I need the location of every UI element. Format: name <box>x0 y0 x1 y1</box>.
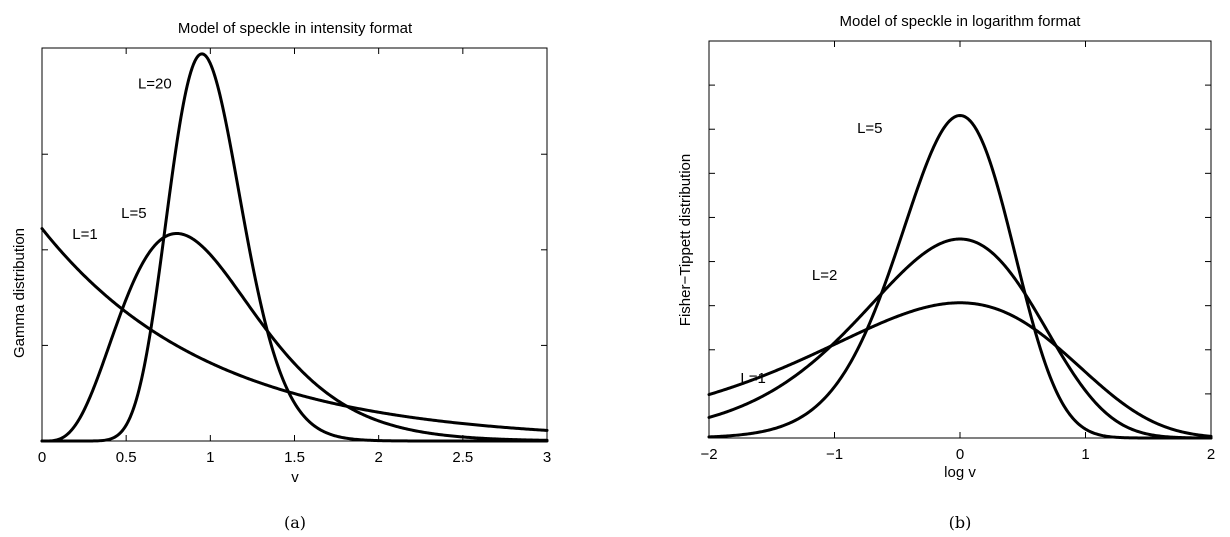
chart-a-annotation: L=5 <box>121 205 146 222</box>
chart-b-annotation: L=1 <box>740 370 765 387</box>
chart-a-ticks: 0 0.5 1 1.5 2 2.5 3 <box>38 48 551 466</box>
chart-a-x-tick-label: 0 <box>38 449 46 466</box>
chart-b-x-tick-label: 2 <box>1207 446 1215 463</box>
chart-a-annotation: L=1 <box>72 226 97 243</box>
chart-b-curves <box>707 114 1213 440</box>
chart-a-intensity: Model of speckle in intensity format Gam… <box>11 20 551 532</box>
chart-a-x-tick-label: 2.5 <box>452 449 473 466</box>
chart-a-series-L20 <box>40 52 549 443</box>
chart-a-x-tick-label: 1 <box>206 449 214 466</box>
chart-a-series-L5 <box>40 231 549 443</box>
chart-b-x-axis-label: log v <box>944 464 976 481</box>
chart-a-x-tick-label: 0.5 <box>116 449 137 466</box>
chart-b-title: Model of speckle in logarithm format <box>840 13 1082 30</box>
chart-b-y-axis-label: Fisher−Tippett distribution <box>677 154 694 326</box>
chart-b-ticks: −2 −1 0 1 2 <box>700 41 1215 463</box>
chart-b-frame <box>708 40 1212 439</box>
chart-a-title: Model of speckle in intensity format <box>178 20 413 37</box>
chart-b-annotation: L=2 <box>812 267 837 284</box>
chart-a-curves <box>40 52 549 443</box>
chart-b-annotation: L=5 <box>857 120 882 137</box>
chart-b-x-tick-label: −2 <box>700 446 717 463</box>
chart-a-y-axis-label: Gamma distribution <box>11 228 28 358</box>
chart-a-caption: (a) <box>284 513 306 532</box>
chart-a-x-tick-label: 2 <box>374 449 382 466</box>
chart-a-x-tick-label: 1.5 <box>284 449 305 466</box>
chart-b-series-L1 <box>707 301 1213 438</box>
chart-b-x-tick-label: 0 <box>956 446 964 463</box>
chart-a-annotation: L=20 <box>138 75 172 92</box>
chart-a-annotations: L=1 L=5 L=20 <box>72 75 171 243</box>
chart-a-frame <box>41 47 548 442</box>
chart-a-x-tick-label: 3 <box>543 449 551 466</box>
chart-b-caption: (b) <box>949 513 972 532</box>
chart-b-x-tick-label: 1 <box>1081 446 1089 463</box>
chart-b-annotations: L=5 L=2 L=1 <box>740 120 882 387</box>
chart-b-series-L5 <box>707 114 1213 440</box>
chart-a-x-axis-label: v <box>291 469 299 486</box>
chart-b-x-tick-label: −1 <box>826 446 843 463</box>
chart-b-logarithm: Model of speckle in logarithm format Fis… <box>677 13 1215 532</box>
chart-a-series-L1 <box>40 227 549 432</box>
chart-b-series-L2 <box>707 237 1213 440</box>
